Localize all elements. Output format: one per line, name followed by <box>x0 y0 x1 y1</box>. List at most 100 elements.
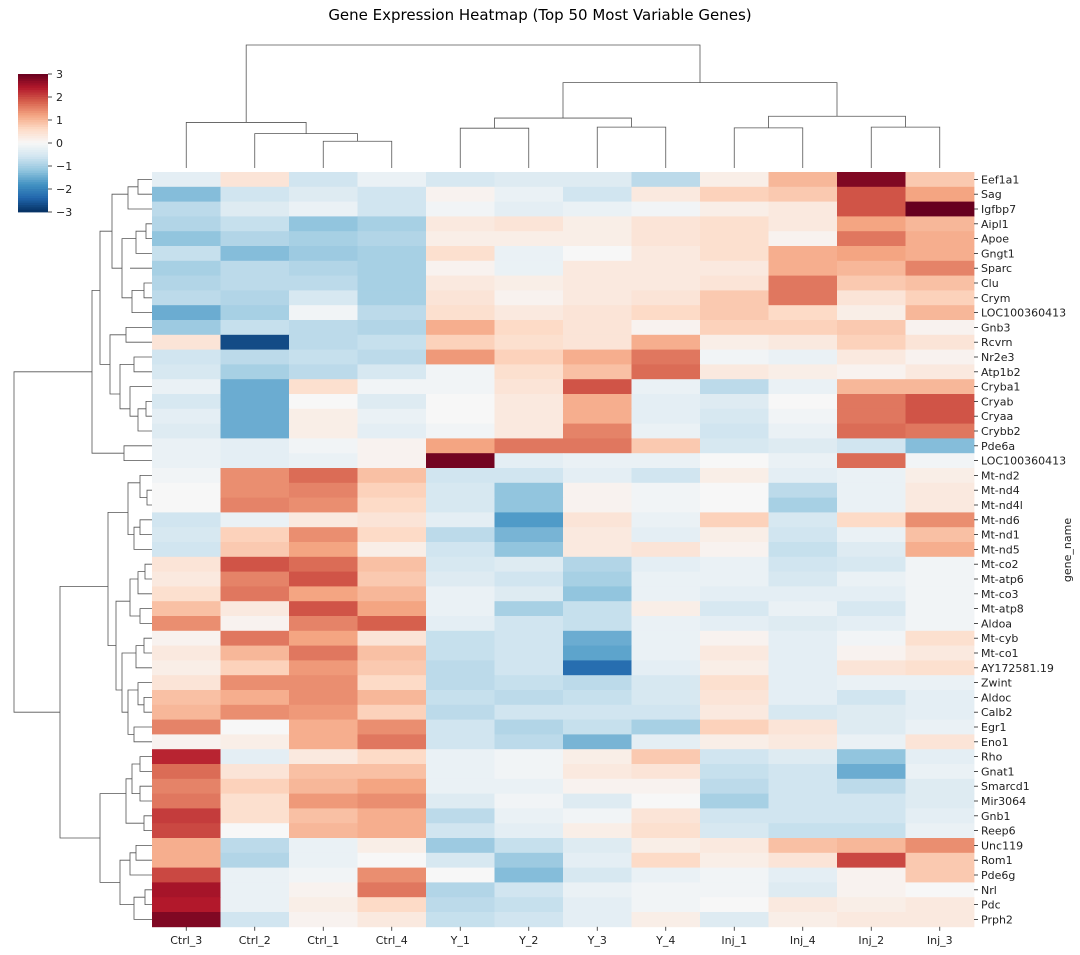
heatmap-cell <box>426 201 495 217</box>
heatmap-cell <box>768 231 838 247</box>
row-dendrogram-link <box>59 586 108 839</box>
row-label: Zwint <box>981 677 1013 690</box>
heatmap-cell <box>631 749 701 765</box>
heatmap-cell <box>631 394 701 410</box>
colorbar-segment <box>18 115 48 119</box>
heatmap-cell <box>563 349 632 365</box>
heatmap-cell <box>152 823 221 839</box>
heatmap-cell <box>700 527 769 543</box>
heatmap-cell <box>700 512 769 528</box>
heatmap-cell <box>426 645 495 661</box>
row-dendrogram-link <box>135 645 152 669</box>
heatmap-cell <box>357 601 427 617</box>
heatmap-cell <box>768 556 838 572</box>
heatmap-cell <box>631 838 701 854</box>
heatmap-cell <box>426 630 495 646</box>
heatmap-cell <box>494 275 564 291</box>
heatmap-cell <box>220 349 290 365</box>
heatmap-cell <box>631 527 701 543</box>
row-label: Rho <box>981 751 1003 764</box>
heatmap-cell <box>426 852 495 868</box>
heatmap-cell <box>631 882 701 898</box>
heatmap-cell <box>905 423 975 439</box>
row-dendrogram-link <box>129 852 152 876</box>
heatmap-cell <box>426 734 495 750</box>
heatmap-cell <box>631 897 701 913</box>
heatmap-cell <box>357 438 427 454</box>
row-label: Cryba1 <box>981 381 1020 394</box>
heatmap-cell <box>768 394 838 410</box>
heatmap-cell <box>837 527 906 543</box>
heatmap-cell <box>494 320 564 336</box>
heatmap-cell <box>357 320 427 336</box>
heatmap-cell <box>905 186 975 202</box>
heatmap-cell <box>700 320 769 336</box>
heatmap-cell <box>289 394 358 410</box>
heatmap-cell <box>700 586 769 602</box>
heatmap-cell <box>837 186 906 202</box>
heatmap-cell <box>152 660 221 676</box>
heatmap-cell <box>426 275 495 291</box>
heatmap-cell <box>905 290 975 306</box>
heatmap-cell <box>837 423 906 439</box>
colorbar-segment <box>18 179 48 183</box>
heatmap-cell <box>220 690 290 706</box>
row-label: Mir3064 <box>981 795 1026 808</box>
heatmap-cell <box>905 275 975 291</box>
heatmap-cell <box>837 852 906 868</box>
row-dendrogram <box>13 179 152 920</box>
row-label: Calb2 <box>981 706 1012 719</box>
heatmap-cell <box>152 260 221 276</box>
heatmap-cell <box>357 172 427 188</box>
heatmap-cell <box>289 778 358 794</box>
heatmap-cell <box>152 778 221 794</box>
column-dendrogram-link <box>254 133 358 168</box>
row-label: Cryab <box>981 395 1013 408</box>
heatmap-cell <box>700 838 769 854</box>
heatmap-cell <box>357 823 427 839</box>
heatmap-cell <box>494 438 564 454</box>
colorbar-segment <box>18 120 48 123</box>
heatmap-cell <box>905 586 975 602</box>
heatmap-cell <box>357 852 427 868</box>
heatmap-cell <box>494 423 564 439</box>
colorbar-segment <box>18 168 48 171</box>
column-label: Inj_1 <box>721 934 747 947</box>
heatmap-cell <box>631 320 701 336</box>
heatmap-cell <box>905 630 975 646</box>
heatmap-cell <box>905 172 975 188</box>
heatmap-cell <box>700 186 769 202</box>
heatmap-cell <box>289 852 358 868</box>
heatmap-cell <box>152 290 221 306</box>
heatmap-cell <box>700 912 769 928</box>
heatmap-cell <box>768 882 838 898</box>
heatmap-cell <box>563 882 632 898</box>
heatmap-cell <box>768 897 838 913</box>
heatmap-cell <box>837 897 906 913</box>
heatmap-cell <box>426 897 495 913</box>
heatmap-cell <box>563 260 632 276</box>
heatmap-cell <box>220 438 290 454</box>
heatmap-cell <box>426 660 495 676</box>
heatmap-cell <box>563 867 632 883</box>
colorbar-segment <box>18 154 48 158</box>
heatmap-cell <box>563 527 632 543</box>
heatmap-cell <box>700 675 769 691</box>
row-label: Mt-nd2 <box>981 469 1020 482</box>
heatmap-cell <box>152 453 221 469</box>
heatmap-cell <box>768 260 838 276</box>
heatmap-cell <box>837 601 906 617</box>
heatmap-cell <box>426 867 495 883</box>
colorbar-segment <box>18 175 48 178</box>
column-dendrogram-link <box>562 82 838 119</box>
heatmap-cell <box>494 764 564 780</box>
heatmap-cell <box>289 793 358 809</box>
heatmap-cell <box>426 571 495 587</box>
heatmap-cells <box>152 172 975 928</box>
heatmap-cell <box>837 719 906 735</box>
heatmap-cell <box>426 186 495 202</box>
heatmap-cell <box>768 571 838 587</box>
heatmap-cell <box>700 305 769 321</box>
heatmap-cell <box>700 438 769 454</box>
